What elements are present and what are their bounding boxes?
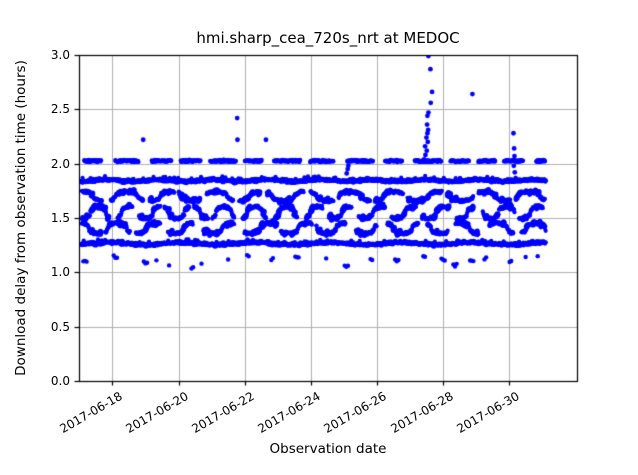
chart-title: hmi.sharp_cea_720s_nrt at MEDOC <box>196 29 460 47</box>
y-tick-label: 0.0 <box>50 374 70 388</box>
y-tick-label: 3.0 <box>50 48 70 62</box>
y-tick-label: 0.5 <box>50 319 70 334</box>
y-tick-label: 1.5 <box>50 211 70 225</box>
y-tick-label: 2.5 <box>50 102 70 117</box>
y-tick-label: 2.0 <box>50 156 70 171</box>
y-tick-label: 1.0 <box>50 265 70 280</box>
x-axis-label: Observation date <box>269 441 387 457</box>
